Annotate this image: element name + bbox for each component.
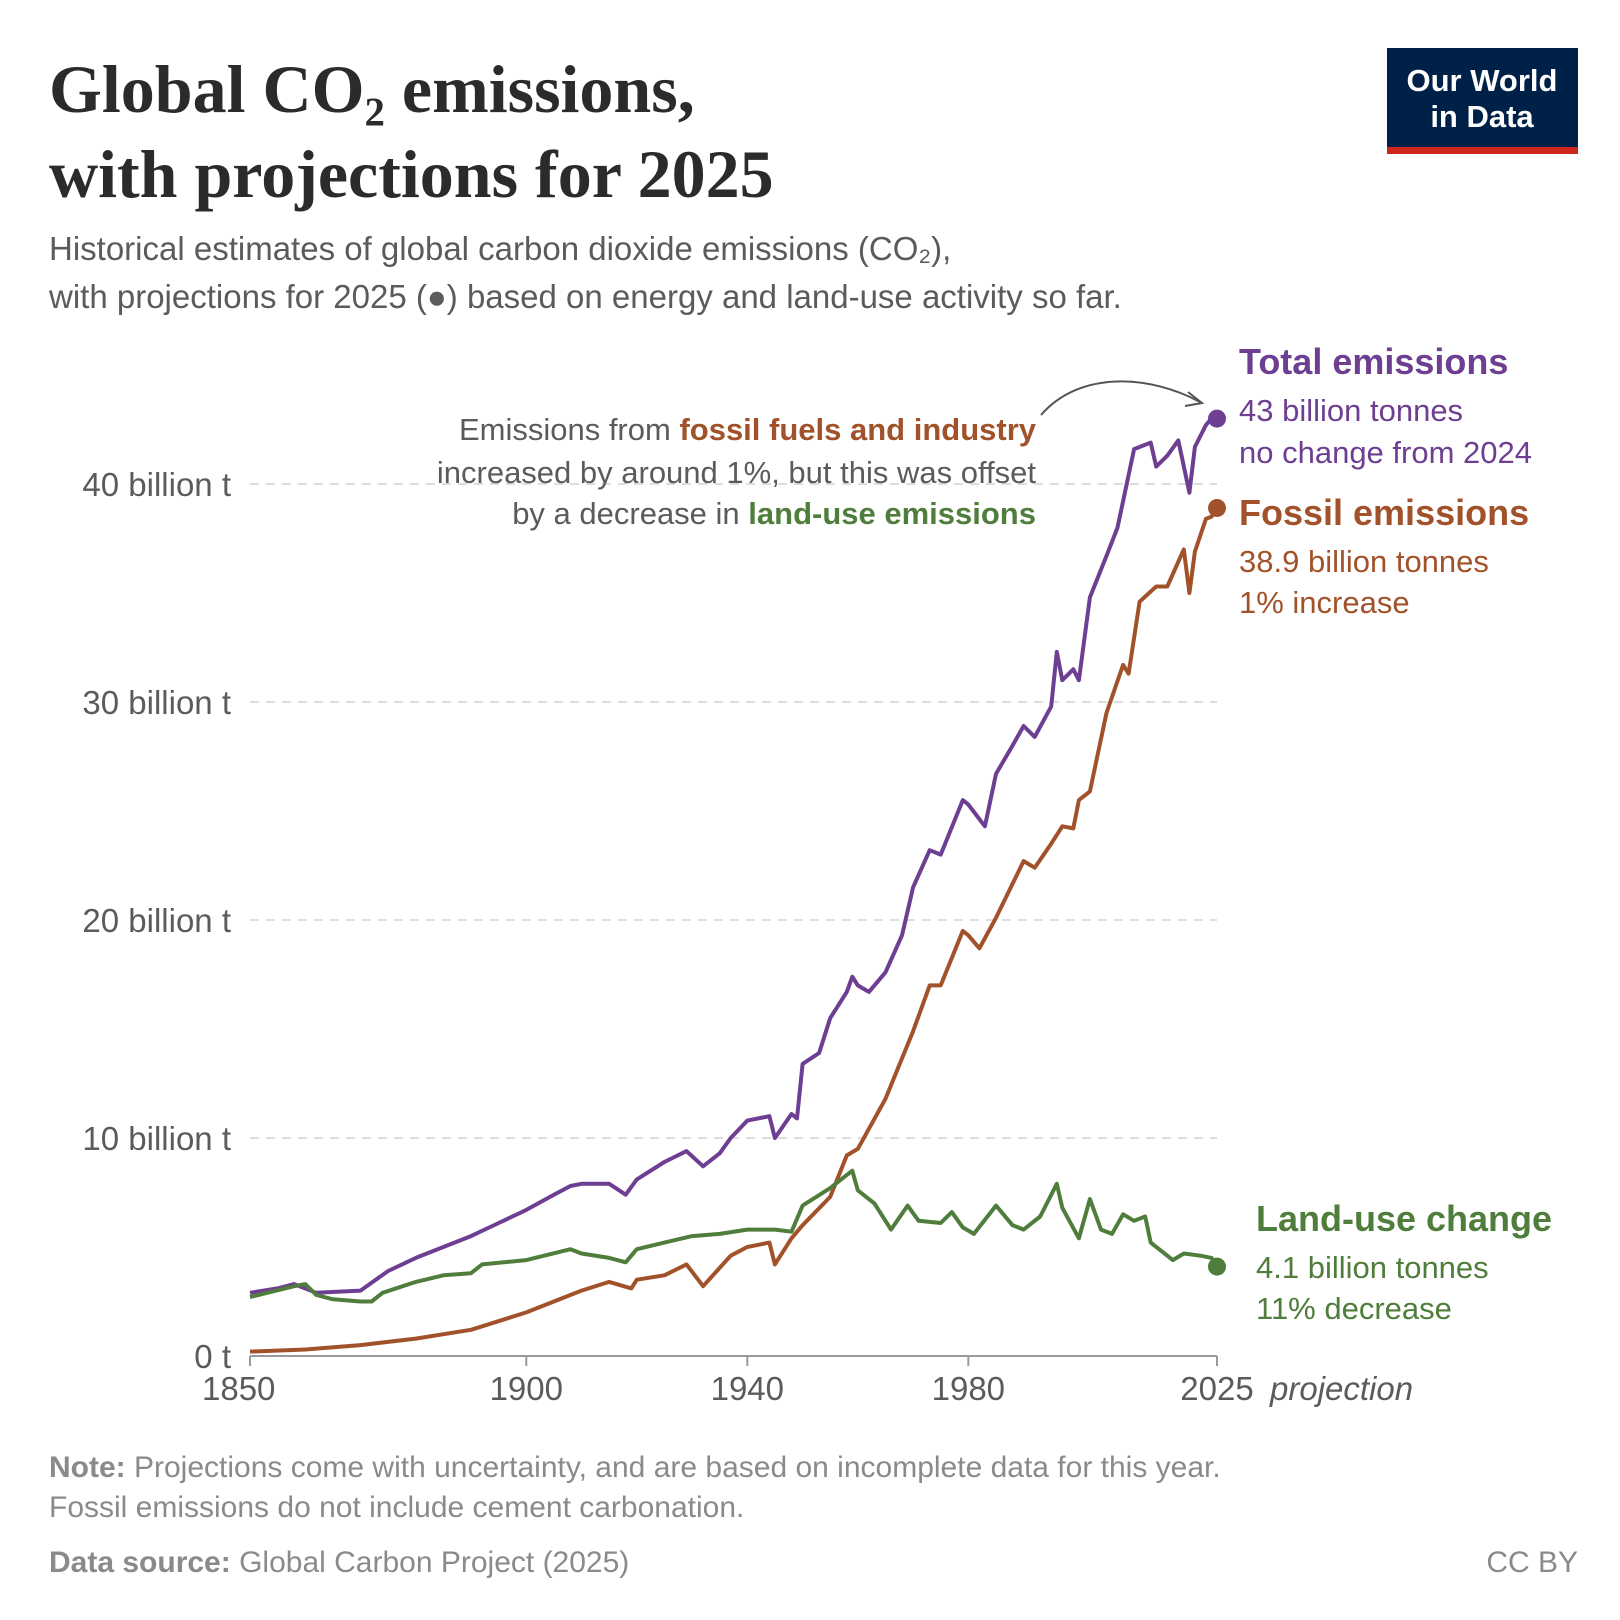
annotation-arrow: [1040, 380, 1201, 416]
x-tick-label: 1980: [932, 1370, 1005, 1407]
annotation-part: fossil fuels and industry: [679, 412, 1036, 447]
legend-label: Land-use change: [1256, 1198, 1552, 1239]
end-change-label: 1% increase: [1239, 585, 1410, 620]
legend-label: Total emissions: [1239, 341, 1508, 382]
source-text: Global Carbon Project (2025): [239, 1546, 629, 1579]
annotation-part: by a decrease in: [512, 496, 748, 531]
end-value-label: 4.1 billion tonnes: [1256, 1250, 1489, 1285]
y-tick-label: 40 billion t: [82, 466, 231, 503]
end-value-label: 38.9 billion tonnes: [1239, 544, 1489, 579]
license: CC BY: [1486, 1546, 1578, 1579]
y-tick-label: 30 billion t: [82, 684, 231, 721]
chart-subtitle: with projections for 2025 (●) based on e…: [48, 278, 1122, 315]
annotation: by a decrease in land-use emissions: [512, 496, 1036, 531]
x-projection-label: projection: [1269, 1370, 1413, 1407]
y-tick-label: 0 t: [194, 1338, 231, 1375]
end-change-label: 11% decrease: [1256, 1291, 1452, 1326]
annotation: Emissions from fossil fuels and industry: [459, 412, 1037, 447]
note-label: Note:: [49, 1451, 126, 1484]
annotation: increased by around 1%, but this was off…: [437, 455, 1036, 490]
x-tick-label: 1940: [711, 1370, 784, 1407]
projection-dot: [1208, 498, 1226, 517]
annotation-part: increased by around 1%, but this was off…: [437, 455, 1036, 490]
annotation-part: Emissions from: [459, 412, 679, 447]
projection-dot: [1208, 409, 1226, 428]
series-line: [249, 416, 1217, 1295]
series-line: [249, 1168, 1219, 1304]
source: Data source: Global Carbon Project (2025…: [49, 1546, 629, 1579]
logo-text: in Data: [1430, 99, 1534, 134]
chart-subtitle: Historical estimates of global carbon di…: [49, 230, 951, 267]
legend-label: Fossil emissions: [1239, 492, 1529, 533]
logo-strip: [1387, 147, 1578, 154]
projection-dot: [1208, 1257, 1226, 1276]
x-tick-label: 1900: [490, 1370, 563, 1407]
x-tick-label: 1850: [202, 1370, 275, 1407]
x-tick-label: 2025: [1180, 1370, 1253, 1407]
end-change-label: no change from 2024: [1239, 435, 1532, 470]
end-value-label: 43 billion tonnes: [1239, 393, 1463, 428]
note-text: Projections come with uncertainty, and a…: [134, 1451, 1221, 1484]
annotation-part: land-use emissions: [748, 496, 1036, 531]
annotation-arrowhead: [1184, 391, 1205, 407]
logo: Our World in Data: [1387, 48, 1578, 154]
y-tick-label: 20 billion t: [82, 902, 231, 939]
chart-title: Global CO₂ emissions,: [49, 51, 695, 127]
logo-text: Our World: [1407, 63, 1558, 98]
chart-title: with projections for 2025: [49, 136, 774, 212]
source-label: Data source:: [49, 1546, 231, 1579]
logo-box: [1387, 48, 1578, 147]
series-line: [249, 506, 1219, 1354]
y-tick-label: 10 billion t: [82, 1120, 231, 1157]
note: Note: Projections come with uncertainty,…: [49, 1451, 1221, 1484]
note-text: Fossil emissions do not include cement c…: [49, 1491, 744, 1524]
